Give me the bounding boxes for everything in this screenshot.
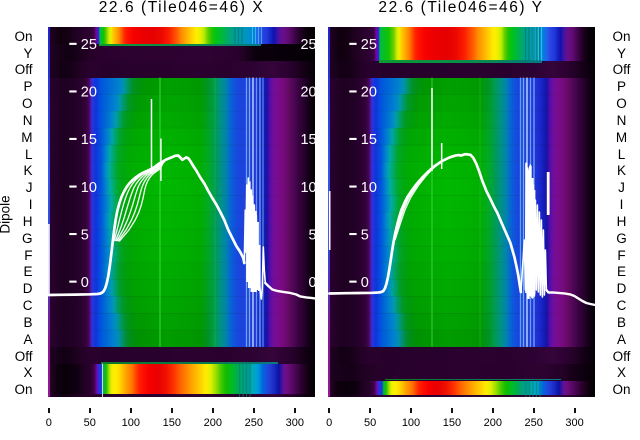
svg-text:20: 20: [300, 85, 315, 101]
svg-text:15: 15: [300, 132, 315, 148]
svg-text:25: 25: [300, 37, 315, 53]
svg-text:5: 5: [80, 227, 88, 243]
svg-text:25: 25: [360, 37, 376, 53]
svg-text:20: 20: [80, 85, 96, 101]
svg-text:10: 10: [300, 180, 315, 196]
svg-text:15: 15: [360, 132, 376, 148]
svg-text:20: 20: [360, 85, 376, 101]
svg-text:0: 0: [308, 275, 315, 291]
svg-text:25: 25: [80, 37, 96, 53]
svg-text:5: 5: [360, 227, 368, 243]
svg-text:10: 10: [80, 180, 96, 196]
svg-text:15: 15: [80, 132, 96, 148]
svg-text:0: 0: [360, 275, 368, 291]
svg-text:0: 0: [80, 275, 88, 291]
svg-text:10: 10: [360, 180, 376, 196]
svg-text:5: 5: [308, 227, 315, 243]
